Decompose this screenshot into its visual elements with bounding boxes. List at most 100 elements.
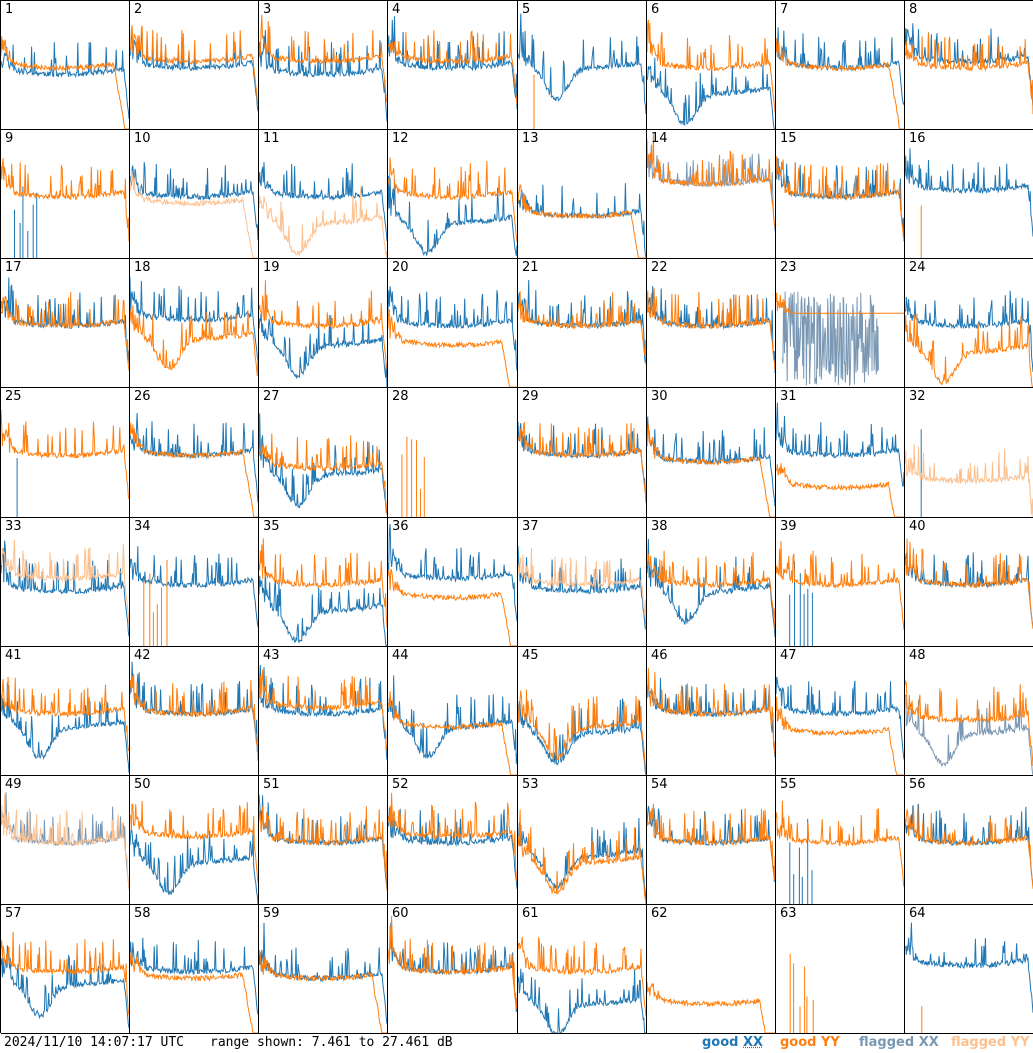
- spectrum-plot: [388, 675, 517, 775]
- spectrum-plot: [388, 915, 517, 1012]
- xx-trace: [1, 682, 129, 773]
- panel-number: 27: [263, 389, 280, 404]
- yy-trace: [776, 156, 904, 241]
- panel-number: 7: [780, 2, 789, 17]
- xx-trace: [905, 23, 1033, 107]
- yy-trace: [1, 676, 129, 752]
- spectrum-panel: 21: [518, 259, 647, 388]
- yy-trace: [905, 32, 1033, 115]
- spectrum-plot: [388, 286, 517, 387]
- spectrum-panel: 32: [905, 388, 1033, 518]
- yy-trace: [143, 559, 168, 646]
- yy-trace: [388, 29, 517, 105]
- spectrum-panel: 53: [518, 776, 647, 905]
- yy-trace: [259, 14, 387, 103]
- spectrum-plot: [905, 23, 1033, 115]
- yy-trace: [130, 422, 258, 517]
- spectrum-plot: [388, 16, 517, 110]
- yy-trace: [518, 291, 646, 365]
- yy-trace: [130, 305, 258, 377]
- yy-trace: [1, 539, 129, 625]
- spectrum-plot: [518, 545, 646, 630]
- yy-trace: [776, 292, 904, 314]
- panel-number: 57: [5, 906, 22, 921]
- legend-flagged-xx-pol: XX: [918, 1035, 939, 1050]
- spectrum-panel: 62: [647, 905, 776, 1034]
- spectrum-panel: 46: [647, 647, 776, 776]
- panel-number: 54: [651, 777, 668, 792]
- xx-trace: [259, 162, 387, 242]
- spectrum-panel: 60: [388, 905, 518, 1034]
- spectrum-panel: 12: [388, 130, 518, 259]
- spectrum-plot: [647, 286, 775, 374]
- xx-trace: [905, 803, 1033, 886]
- spectrum-panel: 49: [1, 776, 130, 905]
- yy-trace: [1, 36, 129, 129]
- yy-trace: [259, 187, 387, 258]
- panel-number: 53: [522, 777, 539, 792]
- yy-trace: [130, 25, 258, 105]
- xx-trace: [130, 277, 258, 363]
- xx-trace: [388, 16, 517, 110]
- spectrum-plot: [130, 937, 258, 1033]
- panel-number: 17: [5, 260, 22, 275]
- spectrum-panel: 20: [388, 259, 518, 388]
- yy-trace: [130, 169, 258, 258]
- panel-number: 22: [651, 260, 668, 275]
- panel-number: 49: [5, 777, 22, 792]
- yy-trace: [647, 288, 775, 371]
- xx-trace: [259, 566, 387, 646]
- yy-trace: [647, 803, 775, 881]
- spectrum-plot: [776, 800, 904, 904]
- xx-trace: [776, 402, 904, 487]
- yy-trace: [905, 538, 1033, 629]
- xx-trace: [130, 162, 258, 241]
- spectrum-plot: [130, 277, 258, 377]
- xx-trace: [647, 286, 775, 374]
- panel-number: 16: [909, 131, 926, 146]
- yy-trace: [518, 689, 646, 770]
- panel-number: 19: [263, 260, 280, 275]
- spectrum-panel: 31: [776, 388, 905, 518]
- spectrum-panel: 39: [776, 518, 905, 647]
- spectrum-panel: 38: [647, 518, 776, 647]
- yy-trace: [259, 950, 387, 1033]
- yy-trace: [388, 157, 517, 243]
- spectrum-panel: 42: [130, 647, 259, 776]
- panel-number: 31: [780, 389, 797, 404]
- panel-number: 41: [5, 648, 22, 663]
- spectrum-plot: [776, 402, 904, 517]
- xx-trace: [518, 545, 646, 630]
- spectrum-plot: [647, 803, 775, 882]
- yy-trace: [388, 691, 517, 775]
- panel-number: 32: [909, 389, 926, 404]
- spectrum-plot: [1, 277, 129, 371]
- spectrum-panel: 64: [905, 905, 1033, 1034]
- spectrum-plot: [388, 523, 517, 646]
- xx-trace: [259, 922, 387, 1025]
- legend-flagged-yy-pol: YY: [1010, 1035, 1030, 1050]
- spectrum-plot: [776, 676, 904, 775]
- panel-number: 46: [651, 648, 668, 663]
- legend-good-xx-pol: XX: [743, 1035, 764, 1050]
- panel-number: 13: [522, 131, 539, 146]
- spectrum-plot: [647, 134, 775, 232]
- spectrum-panel: 13: [518, 130, 647, 259]
- panel-number: 58: [134, 906, 151, 921]
- spectrum-panel: 9: [1, 130, 130, 259]
- yy-trace: [776, 800, 904, 888]
- spectrum-panel: 25: [1, 388, 130, 518]
- panel-number: 6: [651, 2, 660, 17]
- panel-number: 62: [651, 906, 668, 921]
- panel-number: 45: [522, 648, 539, 663]
- panel-number: 8: [909, 2, 918, 17]
- xx-trace: [905, 922, 1033, 1013]
- spectrum-plot: [259, 538, 387, 646]
- yy-trace: [1, 793, 129, 890]
- xx-trace: [647, 806, 775, 882]
- spectrum-panel: 10: [130, 130, 259, 259]
- spectrum-panel: 51: [259, 776, 388, 905]
- panel-number: 4: [392, 2, 401, 17]
- spectrum-panel: 54: [647, 776, 776, 905]
